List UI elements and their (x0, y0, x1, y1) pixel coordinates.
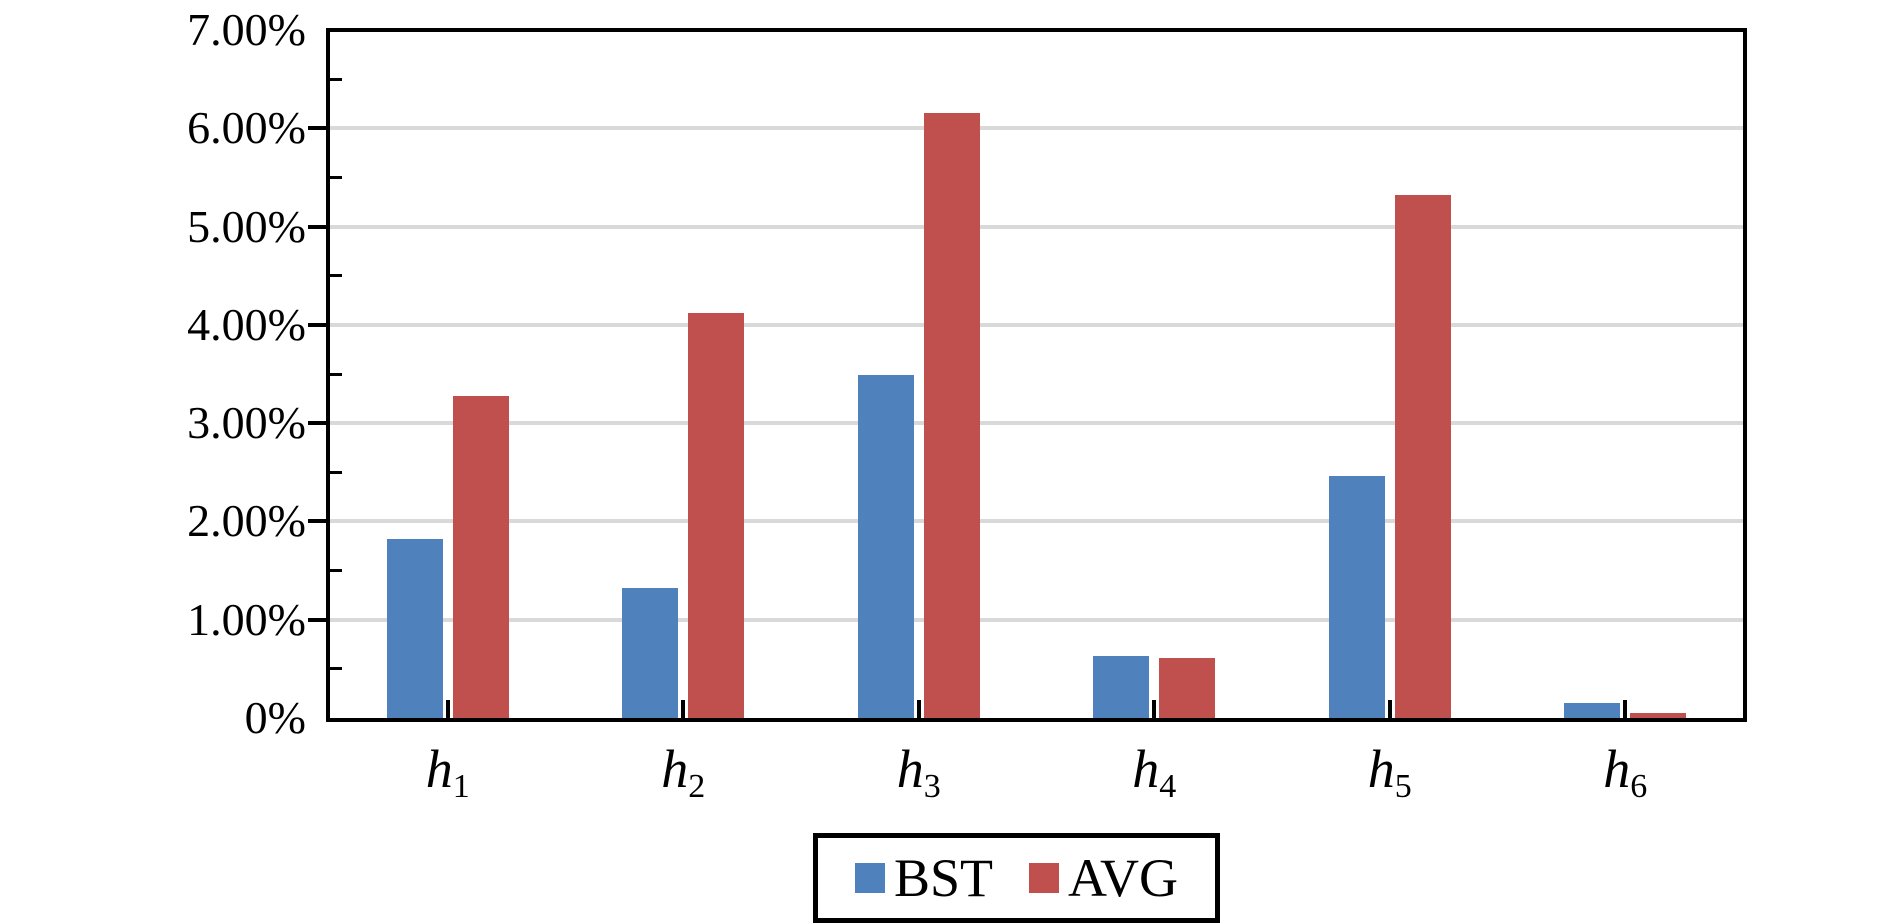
category-label-subscript: 6 (1630, 768, 1648, 805)
y-axis-tick-label: 5.00% (187, 200, 306, 252)
y-axis-minor-tick (330, 372, 342, 376)
y-axis-tick-label: 4.00% (187, 298, 306, 350)
category-label-base: h (1367, 739, 1395, 799)
legend-swatch-avg (1029, 863, 1059, 893)
y-axis-minor-tick (330, 175, 342, 179)
x-axis-category-label: h4 (1132, 742, 1176, 804)
legend-label-avg: AVG (1068, 848, 1179, 908)
category-label-base: h (896, 739, 924, 799)
bar-avg-h3 (923, 112, 980, 718)
y-axis-tick-label: 2.00% (187, 495, 306, 547)
x-axis-tick (445, 700, 450, 718)
category-label-subscript: 5 (1394, 768, 1412, 805)
y-axis-major-tick (308, 421, 326, 426)
y-gridline (330, 126, 1743, 131)
y-gridline (330, 421, 1743, 426)
y-gridline (330, 519, 1743, 524)
bar-avg-h1 (452, 395, 509, 718)
y-axis-tick-label: 1.00% (187, 593, 306, 645)
category-label-subscript: 4 (1159, 768, 1177, 805)
bar-avg-h6 (1630, 713, 1687, 718)
y-axis-major-tick (308, 224, 326, 229)
y-axis-minor-tick (330, 667, 342, 671)
y-axis-minor-tick (330, 470, 342, 474)
legend-item-bst: BST (854, 848, 993, 908)
legend-item-avg: AVG (1029, 851, 1178, 905)
y-gridline (330, 617, 1743, 622)
x-axis-category-label: h6 (1603, 742, 1647, 804)
bar-bst-h5 (1328, 476, 1385, 718)
x-axis-tick (916, 700, 921, 718)
category-label-base: h (425, 739, 453, 799)
category-label-base: h (661, 739, 689, 799)
bar-bst-h3 (857, 374, 914, 718)
bar-bst-h2 (622, 588, 679, 718)
category-label-subscript: 3 (923, 768, 941, 805)
x-axis-tick (681, 700, 686, 718)
y-axis-minor-tick (330, 274, 342, 278)
y-axis-tick-label: 0% (244, 692, 306, 743)
category-label-base: h (1132, 739, 1160, 799)
x-axis-category-label: h2 (661, 742, 705, 804)
y-axis-tick-label: 6.00% (187, 102, 306, 154)
x-axis-tick (1623, 700, 1628, 718)
bar-avg-h2 (688, 313, 745, 718)
y-gridline (330, 224, 1743, 229)
y-axis-major-tick (308, 126, 326, 131)
legend-label-bst: BST (893, 848, 993, 908)
y-axis-minor-tick (330, 569, 342, 573)
x-axis-category-label: h5 (1368, 742, 1412, 804)
bar-bst-h1 (386, 539, 443, 718)
x-axis-tick (1152, 700, 1157, 718)
category-label-subscript: 2 (688, 768, 706, 805)
y-axis-minor-tick (330, 77, 342, 81)
bar-avg-h5 (1394, 195, 1451, 718)
x-axis-category-label: h1 (426, 742, 470, 804)
y-axis-tick-label: 7.00% (187, 4, 306, 55)
y-axis-major-tick (308, 519, 326, 524)
legend: BST AVG (813, 833, 1220, 923)
category-label-subscript: 1 (452, 768, 470, 805)
y-gridline (330, 322, 1743, 327)
x-axis-category-label: h3 (897, 742, 941, 804)
x-axis-tick (1387, 700, 1392, 718)
bar-bst-h6 (1564, 703, 1621, 718)
y-axis-major-tick (308, 617, 326, 622)
y-axis-major-tick (308, 322, 326, 327)
legend-swatch-bst (854, 863, 885, 893)
y-axis-tick-label: 3.00% (187, 397, 306, 449)
plot-area (326, 28, 1747, 722)
bar-bst-h4 (1093, 656, 1150, 718)
category-label-base: h (1603, 739, 1631, 799)
bar-avg-h4 (1159, 658, 1216, 718)
